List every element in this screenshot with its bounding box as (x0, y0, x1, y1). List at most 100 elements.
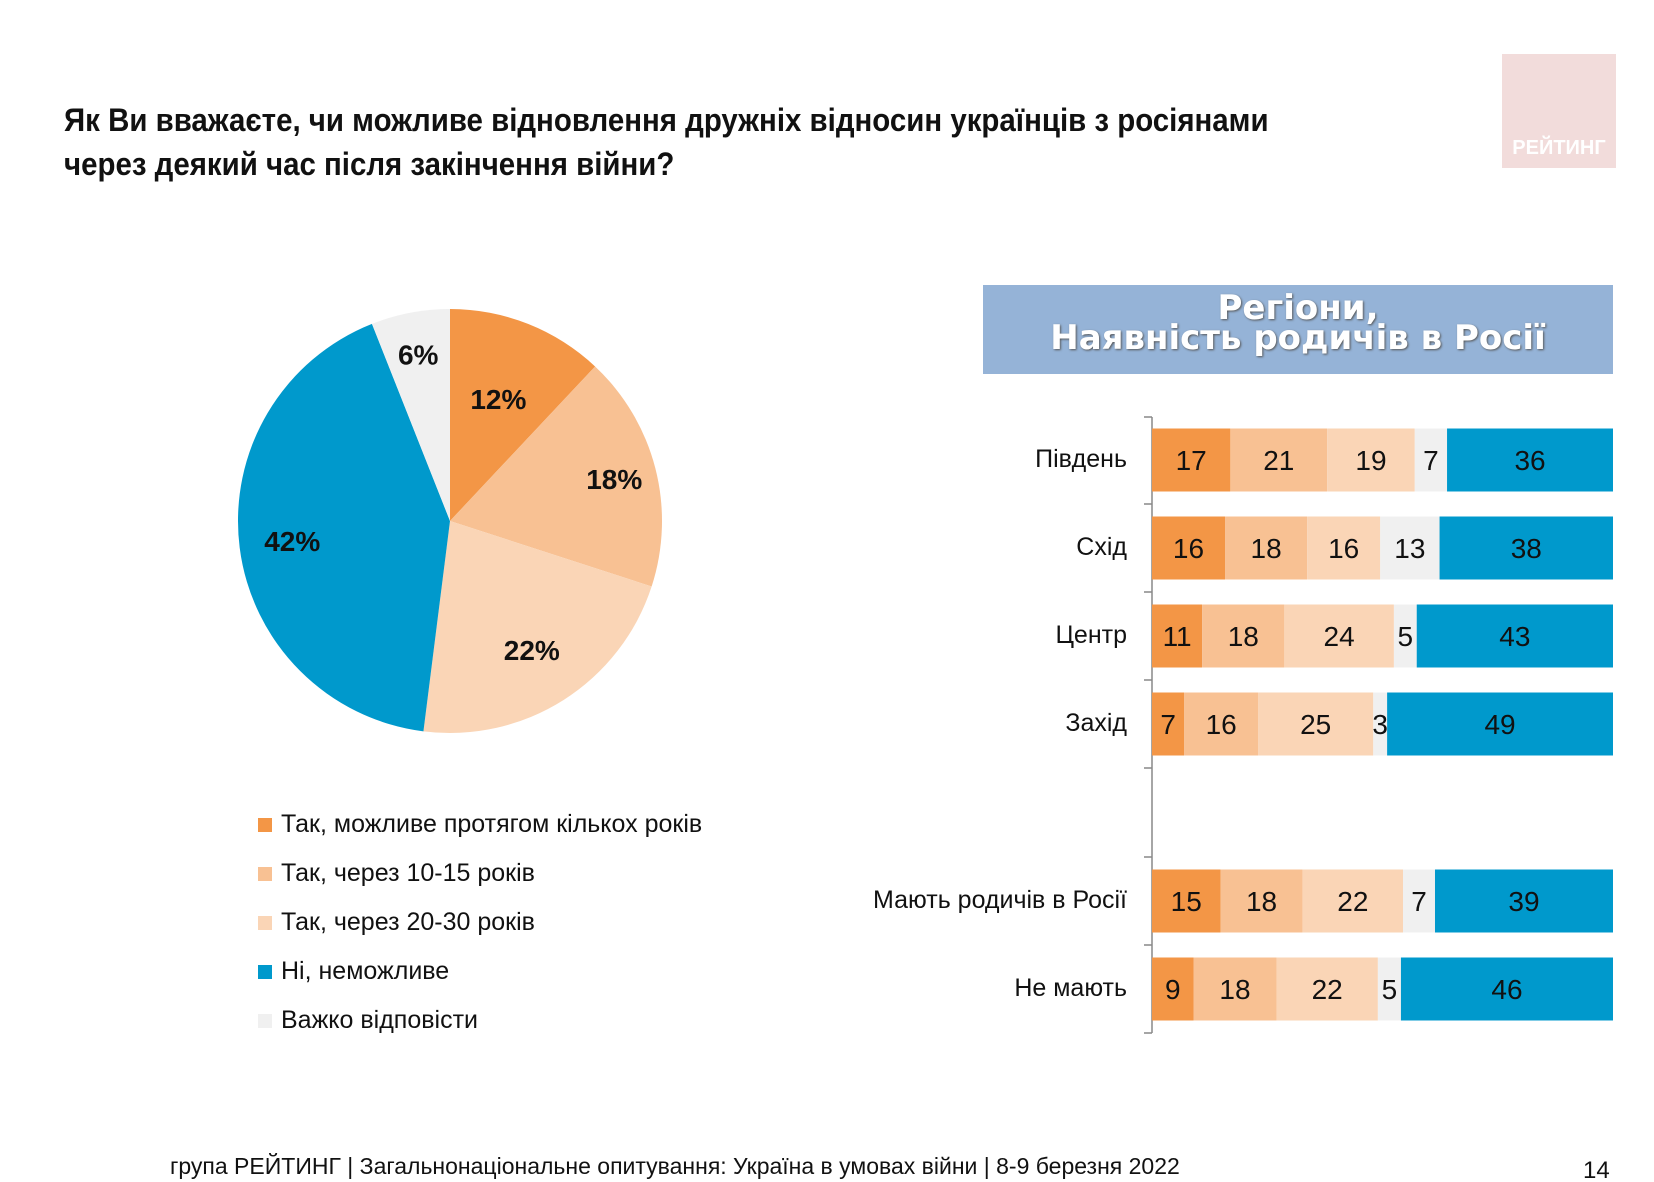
pie-data-label: 12% (470, 384, 526, 415)
bar-category-label: Не мають (1014, 974, 1127, 1002)
pie-data-label: 6% (398, 339, 439, 370)
bar-data-label: 43 (1499, 621, 1530, 652)
bar-segment (1416, 604, 1613, 668)
bar-data-label: 16 (1173, 533, 1204, 564)
bar-data-label: 46 (1491, 974, 1522, 1005)
bar-data-label: 22 (1312, 974, 1343, 1005)
bar-segment (1307, 516, 1381, 580)
bar-segment (1220, 869, 1303, 933)
pie-data-label: 42% (264, 526, 320, 557)
legend-swatch (258, 1013, 272, 1028)
bar-data-label: 13 (1394, 533, 1425, 564)
page-number: 14 (1583, 1157, 1610, 1182)
pie-data-label: 22% (504, 635, 560, 666)
legend-label: Так, через 20-30 років (281, 908, 535, 936)
bar-data-label: 39 (1508, 886, 1539, 917)
bar-segment (1230, 428, 1328, 492)
bar-segment (1152, 428, 1231, 492)
bar-category-label: Центр (1055, 621, 1127, 649)
bar-data-label: 49 (1484, 709, 1515, 740)
bar-chart-header: Регіони, Наявність родичів в Росії (983, 285, 1613, 374)
bar-data-label: 25 (1300, 709, 1331, 740)
bar-segment (1276, 957, 1378, 1021)
bar-segment (1434, 869, 1613, 933)
rating-logo: РЕЙТИНГ (1502, 54, 1616, 168)
bar-data-label: 17 (1176, 445, 1207, 476)
slide-title: Як Ви вважаєте, чи можливе відновлення д… (64, 102, 1269, 182)
stacked-bar-chart: 17 21 19 7 36 16 18 16 13 38 11 18 24 5 43 7 16 25 3 49 15 18… (1144, 416, 1613, 1034)
legend-label: Так, через 10-15 років (281, 859, 535, 887)
bar-data-label: 38 (1511, 533, 1542, 564)
bar-data-label: 5 (1382, 974, 1398, 1005)
bar-segment (1447, 428, 1613, 492)
bar-data-label: 15 (1171, 886, 1202, 917)
bar-data-label: 7 (1423, 445, 1439, 476)
bar-segment (1152, 957, 1194, 1021)
bar-data-label: 21 (1263, 445, 1294, 476)
legend-swatch (258, 817, 272, 832)
bar-data-label: 9 (1165, 974, 1181, 1005)
pie-slice (237, 323, 450, 732)
bar-data-label: 22 (1337, 886, 1368, 917)
bar-segment (1373, 692, 1388, 756)
pie-chart: 12% 18% 22% 42% 6% (237, 309, 662, 733)
legend-swatch (258, 915, 272, 930)
bar-data-label: 18 (1251, 533, 1282, 564)
bar-segment (1152, 692, 1185, 756)
bar-data-label: 11 (1163, 621, 1192, 652)
bar-segment (1152, 604, 1203, 668)
bar-segment (1387, 692, 1613, 756)
bar-category-label: Захід (1065, 709, 1127, 737)
legend-swatch (258, 866, 272, 881)
bar-category-label: Мають родичів в Росії (873, 886, 1127, 914)
bar-segment (1400, 957, 1613, 1021)
bar-data-label: 19 (1355, 445, 1386, 476)
bar-segment (1393, 604, 1417, 668)
bar-data-label: 7 (1160, 709, 1176, 740)
bar-segment (1439, 516, 1613, 580)
header-line-1: Регіони, (1217, 288, 1379, 328)
header-line-2: Наявність родичів в Росії (1050, 318, 1546, 358)
bar-data-label: 24 (1324, 621, 1355, 652)
pie-legend: Так, можливе протягом кількох років Так, … (258, 800, 702, 1045)
bar-segment (1403, 869, 1435, 933)
legend-swatch (258, 964, 272, 979)
bar-data-label: 3 (1372, 709, 1388, 740)
bar-segment (1152, 516, 1226, 580)
legend-item: Важко відповісти (258, 996, 702, 1045)
legend-label: Так, можливе протягом кількох років (281, 810, 703, 838)
bar-segment (1377, 957, 1401, 1021)
bar-data-label: 18 (1228, 621, 1259, 652)
bar-data-label: 5 (1398, 621, 1414, 652)
bar-segment (1302, 869, 1404, 933)
legend-label: Важко відповісти (281, 1006, 478, 1034)
pie-slice (371, 309, 450, 521)
bar-segment (1202, 604, 1285, 668)
bar-segment (1258, 692, 1374, 756)
legend-label: Ні, неможливе (281, 957, 450, 985)
legend-item: Ні, неможливе (258, 947, 702, 996)
bar-segment (1380, 516, 1440, 580)
legend-item: Так, можливе протягом кількох років (258, 800, 702, 849)
bar-data-label: 36 (1514, 445, 1545, 476)
bar-data-label: 7 (1411, 886, 1427, 917)
bar-data-label: 16 (1328, 533, 1359, 564)
bar-segment (1327, 428, 1415, 492)
bar-segment (1193, 957, 1277, 1021)
logo-text: РЕЙТИНГ (1512, 137, 1606, 159)
bar-data-label: 18 (1219, 974, 1250, 1005)
footer-source: група РЕЙТИНГ | Загальнонаціональне опит… (170, 1153, 1180, 1179)
bar-data-label: 18 (1246, 886, 1277, 917)
legend-item: Так, через 10-15 років (258, 849, 702, 898)
bar-segment (1225, 516, 1308, 580)
pie-data-label: 18% (586, 464, 642, 495)
bar-category-label: Південь (1035, 445, 1127, 473)
bar-segment (1184, 692, 1259, 756)
bar-segment (1414, 428, 1448, 492)
bar-data-label: 16 (1206, 709, 1237, 740)
bar-segment (1152, 869, 1221, 933)
legend-item: Так, через 20-30 років (258, 898, 702, 947)
pie-slice (450, 366, 662, 587)
pie-slice (450, 309, 596, 521)
